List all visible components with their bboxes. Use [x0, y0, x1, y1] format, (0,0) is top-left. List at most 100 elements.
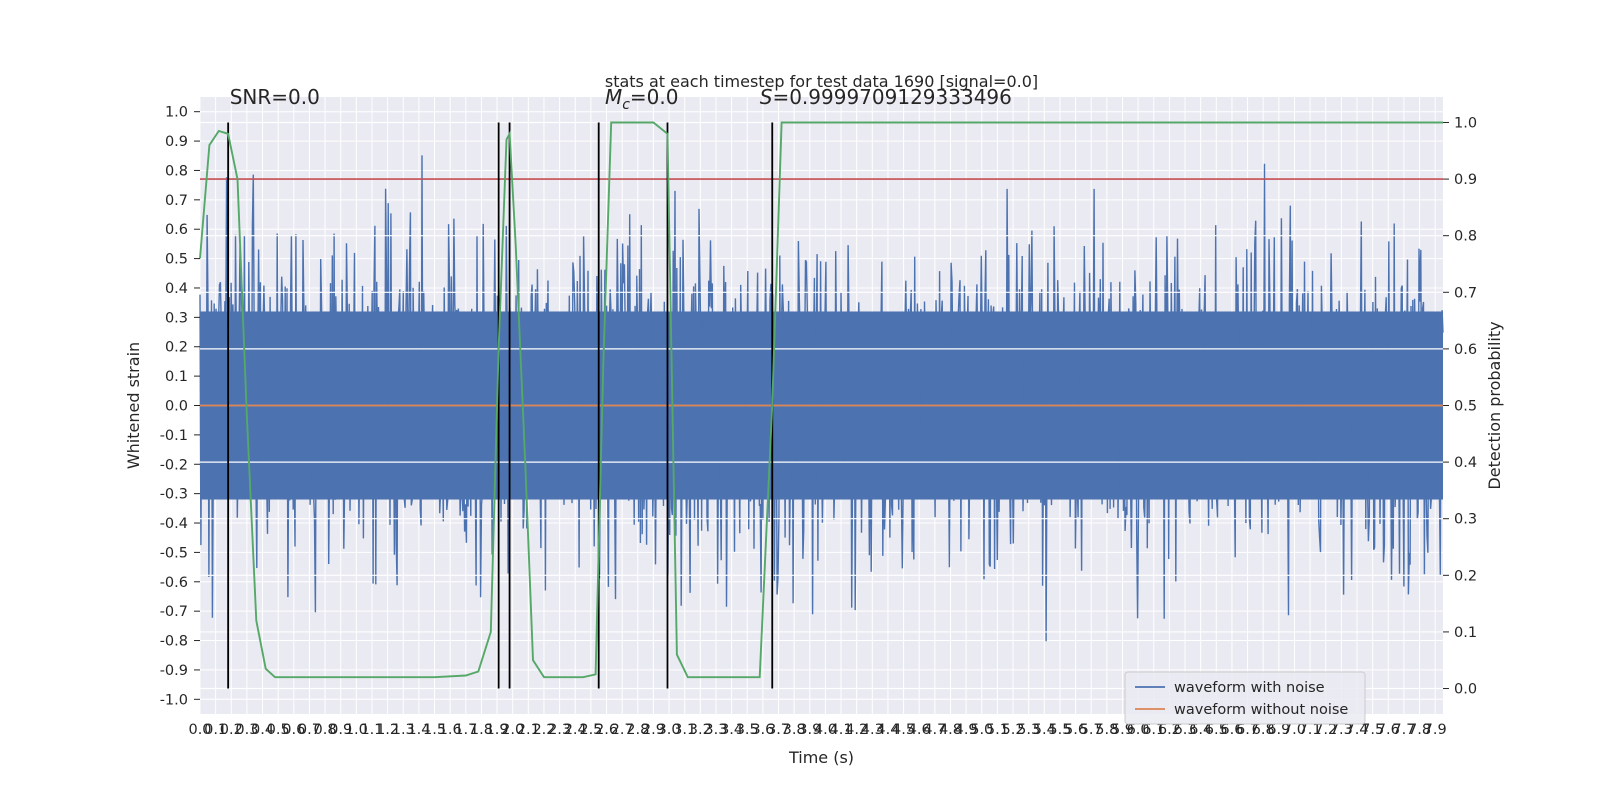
chart-title: stats at each timestep for test data 169… — [605, 72, 1038, 91]
x-tick-label: 3.3 — [704, 722, 727, 738]
x-tick-label: 0.5 — [267, 722, 290, 738]
x-tick-label: 5.9 — [1111, 722, 1134, 738]
x-tick-label: 0.6 — [282, 722, 305, 738]
y-tick-label: 1.0 — [165, 105, 188, 121]
x-tick-label: 2.0 — [501, 722, 524, 738]
y-tick-label: -0.1 — [160, 428, 188, 444]
annotation-snr: SNR=0.0 — [230, 85, 320, 109]
legend-label: waveform without noise — [1174, 702, 1348, 718]
x-tick-label: 7.2 — [1314, 722, 1337, 738]
x-tick-label: 5.7 — [1080, 722, 1103, 738]
x-tick-label: 0.0 — [188, 722, 211, 738]
x-tick-label: 4.0 — [814, 722, 837, 738]
x-tick-label: 3.8 — [783, 722, 806, 738]
x-tick-label: 2.2 — [532, 722, 555, 738]
x-tick-label: 2.1 — [517, 722, 540, 738]
x-tick-label: 0.2 — [220, 722, 243, 738]
x-tick-label: 5.8 — [1095, 722, 1118, 738]
x-tick-label: 7.0 — [1283, 722, 1306, 738]
x-tick-label: 6.5 — [1205, 722, 1228, 738]
y2-tick-label: 1.0 — [1454, 115, 1477, 131]
y2-tick-label: 0.9 — [1454, 172, 1477, 188]
x-tick-label: 3.0 — [658, 722, 681, 738]
y2-tick-label: 0.0 — [1454, 682, 1477, 698]
x-tick-label: 0.7 — [298, 722, 321, 738]
y2-tick-label: 0.4 — [1454, 455, 1477, 471]
x-tick-label: 1.0 — [345, 722, 368, 738]
x-tick-label: 4.4 — [876, 722, 899, 738]
x-tick-label: 4.5 — [892, 722, 915, 738]
x-tick-label: 3.9 — [798, 722, 821, 738]
x-tick-label: 1.1 — [360, 722, 383, 738]
annotation-detection-stat: S=0.9999709129333496 — [760, 85, 1012, 109]
y-tick-label: 0.9 — [165, 134, 188, 150]
legend-label: waveform with noise — [1174, 680, 1325, 696]
x-tick-label: 1.3 — [392, 722, 415, 738]
x-tick-label: 5.6 — [1064, 722, 1087, 738]
x-tick-label: 4.6 — [908, 722, 931, 738]
x-tick-label: 2.6 — [595, 722, 618, 738]
y-tick-label: 0.5 — [165, 252, 188, 268]
x-tick-label: 6.4 — [1189, 722, 1212, 738]
x-tick-label: 6.0 — [1127, 722, 1150, 738]
y-tick-label: -1.0 — [160, 692, 188, 708]
x-tick-label: 7.7 — [1392, 722, 1415, 738]
x-tick-label: 7.6 — [1377, 722, 1400, 738]
x-tick-label: 3.4 — [720, 722, 743, 738]
x-tick-label: 6.3 — [1173, 722, 1196, 738]
x-tick-label: 5.4 — [1033, 722, 1056, 738]
legend-box — [1124, 671, 1366, 725]
x-tick-label: 6.8 — [1252, 722, 1275, 738]
x-tick-label: 0.4 — [251, 722, 274, 738]
series-detection-probability — [199, 121, 1443, 679]
y-tick-label: -0.9 — [160, 663, 188, 679]
y-tick-label: -0.7 — [160, 604, 188, 620]
x-tick-label: 2.9 — [642, 722, 665, 738]
x-tick-label: 3.6 — [751, 722, 774, 738]
y-tick-label: 0.8 — [165, 163, 188, 179]
x-axis-label: Time (s) — [788, 748, 854, 767]
y-axis-label: Whitened strain — [124, 342, 143, 469]
x-tick-label: 2.4 — [564, 722, 587, 738]
y2-tick-label: 0.8 — [1454, 229, 1477, 245]
y-tick-label: 0.1 — [165, 369, 188, 385]
x-tick-label: 2.7 — [611, 722, 634, 738]
x-tick-label: 5.5 — [1048, 722, 1071, 738]
y-tick-label: 0.4 — [165, 281, 188, 297]
x-tick-label: 0.9 — [329, 722, 352, 738]
x-tick-label: 1.7 — [454, 722, 477, 738]
x-tick-label: 7.5 — [1361, 722, 1384, 738]
x-tick-label: 0.3 — [235, 722, 258, 738]
x-tick-label: 7.3 — [1330, 722, 1353, 738]
x-tick-label: 4.7 — [923, 722, 946, 738]
y-tick-label: 0.6 — [165, 222, 188, 238]
x-tick-label: 2.8 — [626, 722, 649, 738]
y2-tick-label: 0.6 — [1454, 342, 1477, 358]
y-tick-label: -0.3 — [160, 487, 188, 503]
x-tick-label: 5.2 — [1002, 722, 1025, 738]
y-tick-label: 0.3 — [165, 310, 188, 326]
x-tick-label: 5.3 — [1017, 722, 1040, 738]
y-tick-label: -0.4 — [160, 516, 188, 532]
x-tick-label: 5.1 — [986, 722, 1009, 738]
x-tick-label: 4.9 — [955, 722, 978, 738]
series-waveform-with-noise — [199, 155, 1444, 642]
x-tick-label: 7.1 — [1299, 722, 1322, 738]
x-tick-label: 6.1 — [1142, 722, 1165, 738]
x-tick-label: 6.7 — [1236, 722, 1259, 738]
y2-axis-label: Detection probability — [1485, 321, 1504, 489]
x-tick-label: 4.1 — [830, 722, 853, 738]
x-tick-label: 7.9 — [1424, 722, 1447, 738]
x-tick-label: 1.6 — [439, 722, 462, 738]
x-tick-label: 3.1 — [673, 722, 696, 738]
x-tick-label: 4.2 — [845, 722, 868, 738]
x-tick-label: 3.7 — [767, 722, 790, 738]
y-tick-label: -0.2 — [160, 457, 188, 473]
y-tick-label: 0.7 — [165, 193, 188, 209]
x-tick-label: 6.6 — [1220, 722, 1243, 738]
x-tick-label: 4.8 — [939, 722, 962, 738]
y-tick-label: 0.2 — [165, 340, 188, 356]
y-tick-label: -0.6 — [160, 575, 188, 591]
